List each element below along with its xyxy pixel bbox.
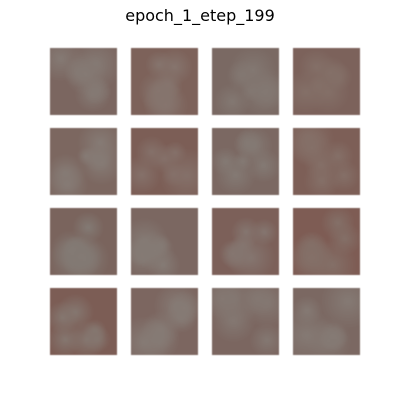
sample-image (212, 208, 279, 275)
sample-image (131, 288, 198, 355)
figure-title: epoch_1_etep_199 (125, 6, 275, 25)
sample-image (131, 128, 198, 195)
sample-image (293, 48, 360, 115)
sample-image (131, 48, 198, 115)
sample-image (131, 208, 198, 275)
sample-image (212, 288, 279, 355)
sample-image (212, 128, 279, 195)
sample-image (293, 288, 360, 355)
sample-image (50, 288, 117, 355)
sample-image (293, 208, 360, 275)
sample-image (50, 48, 117, 115)
sample-image (212, 48, 279, 115)
sample-image (50, 208, 117, 275)
sample-grid (50, 48, 360, 356)
sample-image (293, 128, 360, 195)
sample-image (50, 128, 117, 195)
